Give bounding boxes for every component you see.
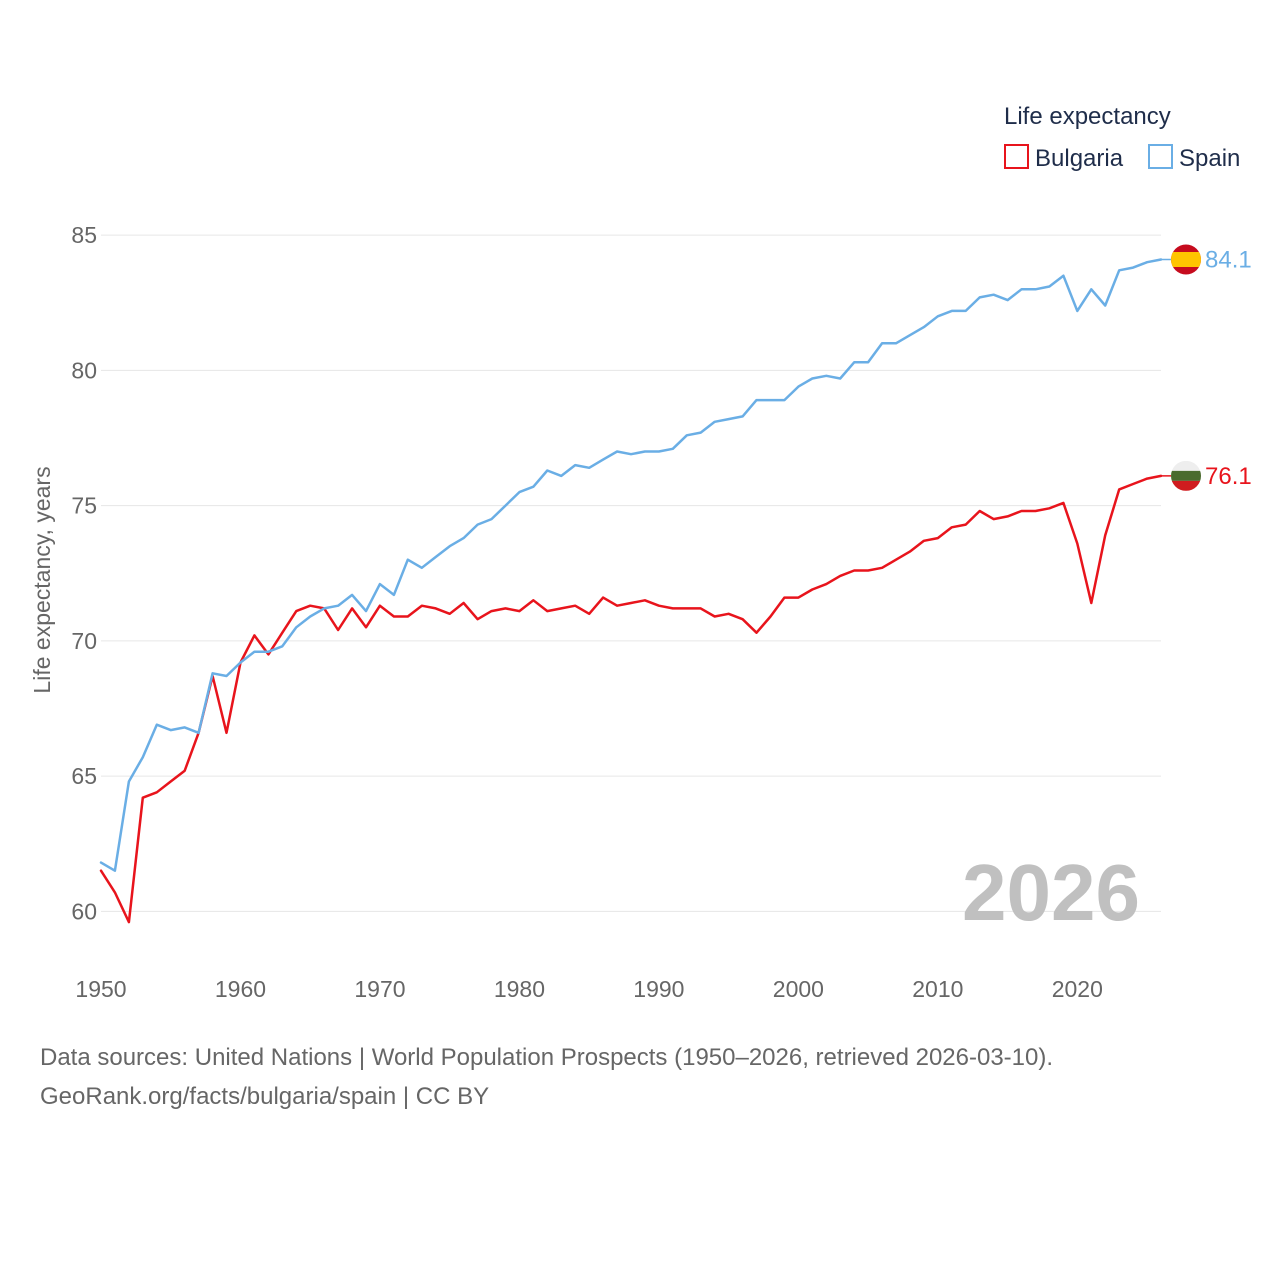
series-line-spain [99,258,1163,872]
legend-swatch-spain [1148,144,1173,169]
x-tick-label-1990: 1990 [633,976,684,1002]
x-tick-label-2020: 2020 [1052,976,1103,1002]
y-tick-label-70: 70 [71,628,97,654]
spain-flag-icon [1171,244,1201,275]
credit-link[interactable]: GeoRank.org/facts/bulgaria/spain | CC BY [40,1083,490,1110]
y-tick-label-80: 80 [71,357,97,383]
year-watermark: 2026 [962,848,1140,937]
y-tick-label-75: 75 [71,493,97,519]
x-tick-label-1950: 1950 [75,976,126,1002]
x-tick-label-1980: 1980 [494,976,545,1002]
bulgaria-flag-icon [1171,460,1201,491]
x-tick-label-1960: 1960 [215,976,266,1002]
y-tick-label-60: 60 [71,898,97,924]
x-tick-label-2010: 2010 [912,976,963,1002]
legend: Life expectancy Bulgaria Spain [1004,103,1240,172]
legend-swatch-bulgaria [1004,144,1029,169]
data-source-text: Data sources: United Nations | World Pop… [40,1044,1054,1071]
series-layer [99,258,1171,924]
y-tick-label-65: 65 [71,763,97,789]
y-axis-ticks: 60 65 70 75 80 85 [71,222,97,924]
legend-label-bulgaria: Bulgaria [1035,145,1124,172]
legend-label-spain: Spain [1179,145,1240,172]
legend-title: Life expectancy [1004,103,1171,130]
end-label-bulgaria: 76.1 [1205,463,1252,490]
y-axis-title: Life expectancy, years [29,466,55,693]
end-label-spain: 84.1 [1205,247,1252,274]
legend-item-spain[interactable]: Spain [1148,144,1240,172]
x-tick-label-2000: 2000 [773,976,824,1002]
x-tick-label-1970: 1970 [354,976,405,1002]
gridlines [101,234,1161,912]
legend-item-bulgaria[interactable]: Bulgaria [1004,144,1124,172]
series-line-bulgaria [99,474,1163,924]
y-tick-label-85: 85 [71,222,97,248]
x-axis-ticks: 1950 1960 1970 1980 1990 2000 2010 2020 [75,976,1102,1002]
